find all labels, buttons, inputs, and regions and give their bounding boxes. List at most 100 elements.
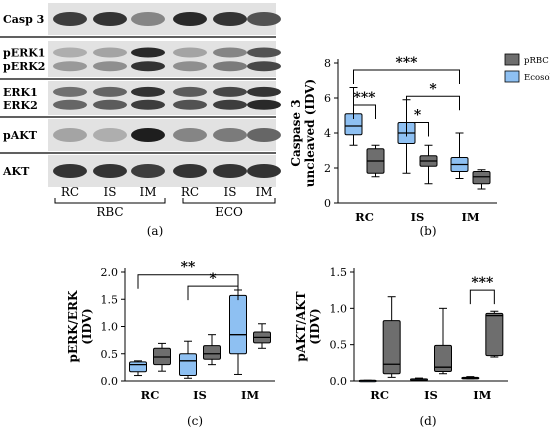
- box: [434, 344, 452, 373]
- blot-band: [173, 164, 207, 178]
- blot-band: [93, 61, 127, 72]
- y-tick-label: 1.0: [101, 321, 119, 334]
- box: [203, 345, 221, 360]
- perk-erk-boxplot: 0.00.51.01.52.0RC IS IM***pERK/ERK (IDV)(c): [66, 260, 275, 428]
- blot-row-label: ERK1: [3, 86, 38, 99]
- y-tick-label: 0.0: [330, 375, 348, 388]
- blot-band: [173, 61, 207, 72]
- lane-label: RC: [181, 185, 199, 199]
- blot-band: [173, 128, 207, 142]
- blot-band: [53, 128, 87, 142]
- y-tick-label: 0.5: [330, 339, 348, 352]
- blot-band: [131, 61, 165, 72]
- blot-band: [131, 164, 165, 178]
- panel-label: (b): [419, 224, 436, 238]
- blot-band: [93, 99, 127, 110]
- blot-row-label: AKT: [2, 165, 30, 178]
- significance-bracket: [353, 104, 376, 119]
- y-axis-label: pERK/ERK: [66, 290, 80, 362]
- blot-band: [213, 86, 247, 97]
- panel-label: (d): [419, 414, 436, 428]
- group-bracket: [54, 198, 166, 204]
- y-axis-label: pAKT/AKT: [294, 291, 308, 361]
- blot-band: [213, 164, 247, 178]
- blot-band: [247, 61, 281, 72]
- blot-band: [247, 164, 281, 178]
- blot-band: [247, 47, 281, 58]
- blot-band: [93, 47, 127, 58]
- lane-label: RC: [61, 185, 79, 199]
- blot-band: [53, 86, 87, 97]
- y-tick-label: 1.0: [330, 302, 348, 315]
- blot-band: [213, 99, 247, 110]
- group-label: RBC: [96, 205, 123, 219]
- x-tick-label: IS: [193, 388, 207, 402]
- significance-label: ***: [396, 55, 419, 71]
- significance-bracket: [406, 95, 460, 111]
- blot-band: [247, 128, 281, 142]
- blot-band: [173, 47, 207, 58]
- blot-band: [213, 128, 247, 142]
- significance-bracket: [469, 289, 495, 305]
- legend-label: Ecosol: [524, 73, 550, 83]
- y-axis-label: (IDV): [80, 308, 94, 344]
- blot-band: [131, 99, 165, 110]
- y-tick-label: 2.0: [101, 266, 119, 279]
- blot-band: [247, 99, 281, 110]
- blot-band: [53, 61, 87, 72]
- group-bracket: [182, 198, 276, 204]
- y-tick-label: 1.5: [330, 266, 348, 279]
- pakt-akt-boxplot: 0.0 0.5 1.0 1.5 RC IS IM *** pAKT/AKT (IDV) (d): [294, 266, 508, 428]
- legend-swatch: [504, 70, 520, 83]
- significance-label: ***: [471, 275, 494, 291]
- y-axis-label: Caspase 3: [289, 99, 303, 166]
- blot-band: [53, 47, 87, 58]
- y-tick-label: 0.0: [101, 375, 119, 388]
- blot-band: [53, 99, 87, 110]
- significance-bracket: [353, 69, 460, 84]
- y-tick-label: 0: [324, 197, 331, 210]
- box: [129, 361, 147, 373]
- blot-band: [93, 164, 127, 178]
- blot-row-label: Casp 3: [3, 13, 44, 26]
- y-tick-label: 8: [324, 57, 331, 70]
- significance-label: *: [209, 271, 217, 287]
- box: [179, 353, 197, 377]
- x-tick-label: IS: [424, 388, 438, 402]
- significance-bracket: [187, 285, 239, 301]
- significance-label: **: [181, 260, 196, 276]
- blot-band: [213, 12, 247, 26]
- lane-label: IS: [224, 185, 237, 199]
- blot-band: [247, 12, 281, 26]
- y-tick-label: 6: [324, 92, 331, 105]
- y-tick-label: 1.5: [101, 293, 119, 306]
- significance-label: ***: [354, 90, 377, 106]
- x-tick-label: IM: [241, 388, 259, 402]
- blot-band: [213, 61, 247, 72]
- panel-label: (c): [187, 414, 203, 428]
- y-tick-label: 0.5: [101, 348, 119, 361]
- blot-band: [53, 164, 87, 178]
- lane-label: IM: [255, 185, 272, 199]
- box: [472, 171, 491, 185]
- blot-band: [93, 86, 127, 97]
- significance-bracket: [406, 122, 429, 137]
- box: [229, 294, 247, 355]
- box: [485, 312, 504, 357]
- x-tick-label: RC: [141, 388, 160, 402]
- blot-band: [131, 47, 165, 58]
- x-tick-label: RC: [370, 388, 389, 402]
- box: [382, 320, 401, 375]
- significance-bracket: [137, 274, 239, 289]
- blot-row-label: pAKT: [3, 129, 38, 142]
- significance-label: *: [414, 108, 422, 124]
- blot-band: [247, 86, 281, 97]
- y-tick-label: 2: [324, 162, 331, 175]
- legend-swatch: [504, 53, 520, 66]
- blot-band: [131, 86, 165, 97]
- blot-row-label: ERK2: [3, 99, 38, 112]
- blot-strip: [48, 81, 276, 115]
- blot-row-label: pERK2: [3, 60, 45, 73]
